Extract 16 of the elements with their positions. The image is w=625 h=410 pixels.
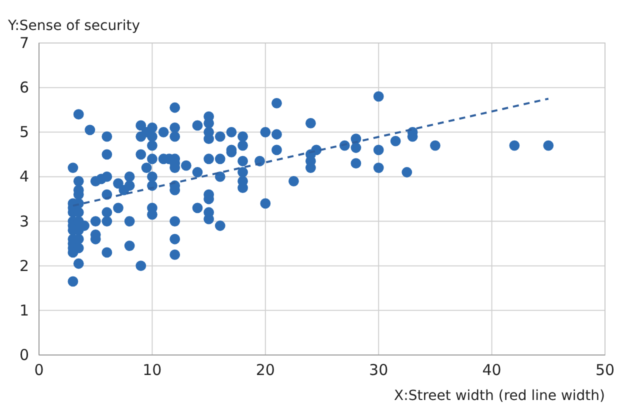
y-tick-label: 7 [19,34,29,52]
x-tick-label: 20 [256,361,275,379]
x-axis-title: X:Street width (red line width) [394,388,605,404]
y-tick-label: 5 [19,123,29,142]
y-tick-label: 4 [19,168,29,186]
y-tick-label: 0 [19,346,29,364]
x-tick-label: 40 [482,361,502,379]
x-tick-label: 10 [142,361,162,379]
x-tick-label: 30 [369,361,388,379]
y-tick-label: 6 [19,78,29,97]
y-tick-label: 1 [19,301,29,320]
x-tick-label: 50 [595,361,615,379]
y-tick-label: 3 [19,212,29,230]
y-axis-title: Y:Sense of security [7,18,140,34]
x-tick-label: 0 [34,361,44,379]
y-tick-label: 2 [19,256,29,275]
